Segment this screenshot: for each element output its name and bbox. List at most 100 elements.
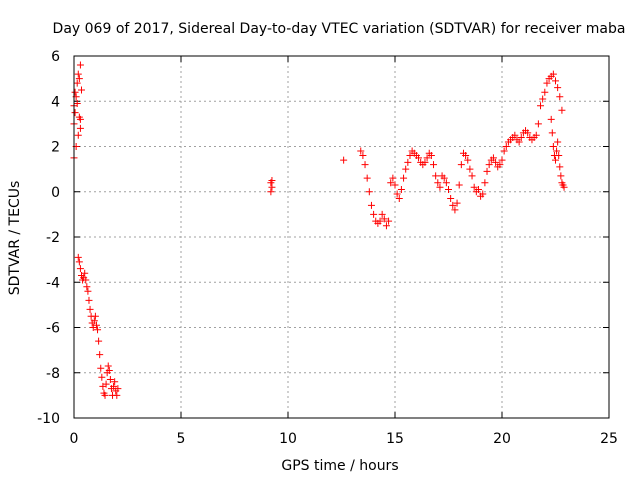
data-point xyxy=(73,100,81,108)
data-point xyxy=(378,210,386,218)
data-point xyxy=(462,152,470,160)
x-tick-label: 25 xyxy=(600,431,618,447)
x-tick-label: 10 xyxy=(279,431,297,447)
x-tick-label: 20 xyxy=(493,431,511,447)
data-point xyxy=(440,174,448,182)
data-point xyxy=(479,190,487,198)
data-series xyxy=(70,61,568,399)
y-tick-label: 2 xyxy=(51,140,60,156)
data-point xyxy=(83,283,91,291)
data-point xyxy=(114,385,122,393)
y-tick: 6 xyxy=(51,49,609,65)
data-point xyxy=(406,152,414,160)
data-point xyxy=(553,147,561,155)
data-point xyxy=(76,124,84,132)
y-tick: -10 xyxy=(37,411,609,427)
data-point xyxy=(539,95,547,103)
data-point xyxy=(496,161,504,169)
data-point xyxy=(90,317,98,325)
data-point xyxy=(430,161,438,169)
data-point xyxy=(421,158,429,166)
plot-frame xyxy=(73,55,610,419)
data-point xyxy=(340,156,348,164)
data-point xyxy=(391,181,399,189)
data-point xyxy=(268,176,276,184)
data-point xyxy=(75,75,83,83)
data-point xyxy=(76,61,84,69)
data-point xyxy=(556,93,564,101)
x-tick: 5 xyxy=(177,56,185,447)
data-point xyxy=(267,188,275,196)
data-point xyxy=(71,88,79,96)
data-point xyxy=(268,183,276,191)
data-point xyxy=(442,179,450,187)
data-point xyxy=(554,138,562,146)
y-tick: 0 xyxy=(51,185,609,201)
x-tick: 20 xyxy=(493,56,511,447)
data-point xyxy=(415,154,423,162)
data-point xyxy=(380,215,388,223)
data-point xyxy=(75,258,83,266)
data-point xyxy=(423,154,431,162)
data-point xyxy=(554,84,562,92)
data-point xyxy=(455,181,463,189)
data-point xyxy=(95,337,103,345)
data-point xyxy=(466,165,474,173)
data-point xyxy=(85,296,93,304)
data-point xyxy=(402,165,410,173)
data-point xyxy=(76,265,84,273)
data-point xyxy=(434,179,442,187)
data-point xyxy=(387,179,395,187)
data-point xyxy=(86,305,94,313)
data-point xyxy=(543,79,551,87)
data-point xyxy=(483,167,491,175)
data-point xyxy=(549,143,557,150)
y-tick-label: 0 xyxy=(51,185,60,201)
data-point xyxy=(492,158,500,166)
data-point xyxy=(98,373,106,381)
grid-lines xyxy=(74,56,609,418)
data-point xyxy=(470,183,478,191)
data-point xyxy=(92,321,100,329)
x-tick-label: 15 xyxy=(386,431,404,447)
data-point xyxy=(94,326,102,334)
data-point xyxy=(359,152,367,160)
data-point xyxy=(361,161,369,169)
data-point xyxy=(451,206,459,214)
data-point xyxy=(104,362,112,370)
data-point xyxy=(404,158,412,166)
data-point xyxy=(84,287,92,295)
data-point xyxy=(552,77,559,85)
data-point xyxy=(556,163,564,171)
data-point xyxy=(427,152,435,160)
data-point xyxy=(74,70,82,78)
data-point xyxy=(445,185,452,193)
x-tick: 10 xyxy=(279,56,297,447)
data-point xyxy=(111,378,119,386)
data-point xyxy=(558,106,566,114)
data-point xyxy=(97,364,105,372)
data-point xyxy=(500,147,508,155)
data-point xyxy=(464,156,472,164)
data-point xyxy=(489,154,497,162)
data-point xyxy=(113,391,121,399)
data-point xyxy=(485,161,493,169)
data-point xyxy=(548,129,556,137)
data-point xyxy=(498,156,506,164)
y-tick-label: -6 xyxy=(46,321,60,337)
data-point xyxy=(549,70,557,78)
y-tick-label: 6 xyxy=(51,49,60,65)
data-point xyxy=(110,382,118,390)
data-point xyxy=(481,179,489,187)
data-point xyxy=(515,138,523,146)
data-point xyxy=(524,129,532,137)
data-point xyxy=(547,115,555,123)
data-point xyxy=(91,312,99,320)
data-point xyxy=(447,195,455,203)
chart-title: Day 069 of 2017, Sidereal Day-to-day VTE… xyxy=(53,21,626,37)
y-tick: -4 xyxy=(46,275,609,291)
data-point xyxy=(105,366,113,374)
data-point xyxy=(382,222,390,230)
data-point xyxy=(474,185,482,193)
